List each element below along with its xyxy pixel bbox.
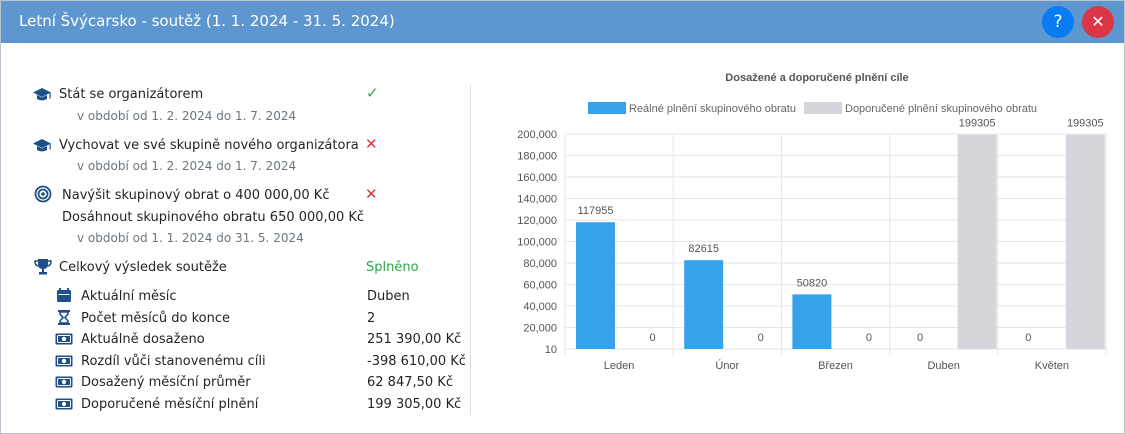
detail-value: 199 305,00 Kč <box>367 397 462 412</box>
x-tick-label: Leden <box>604 360 635 372</box>
money-icon <box>55 333 73 345</box>
y-tick-label: 200,000 <box>517 129 557 141</box>
chart-grid: 10 20,000 40,000 60,000 80,000 100,000 120,000… <box>517 129 1107 372</box>
modal-header: Letní Švýcarsko - soutěž (1. 1. 2024 - 3… <box>1 1 1124 43</box>
detail-label: Počet měsíců do konce <box>81 311 231 326</box>
x-tick-label: Únor <box>715 359 739 372</box>
y-tick-label: 20,000 <box>523 323 557 335</box>
bar <box>792 294 832 349</box>
y-tick-label: 80,000 <box>523 258 557 270</box>
bar-data-label: 0 <box>917 332 923 344</box>
close-button[interactable]: ✕ <box>1082 6 1114 38</box>
bar <box>684 260 724 349</box>
goal-failed-x-icon: ✕ <box>365 135 378 153</box>
close-icon: ✕ <box>1091 12 1105 31</box>
bar <box>1065 134 1105 349</box>
goal-label: Vychovat ve své skupině nového organizát… <box>59 138 359 153</box>
y-tick-label: 40,000 <box>523 301 557 313</box>
bar-data-label: 0 <box>758 332 764 344</box>
detail-label: Aktuálně dosaženo <box>81 332 205 347</box>
calendar-icon <box>57 288 71 302</box>
bar-data-label: 199305 <box>1067 118 1104 130</box>
x-tick-label: Duben <box>927 360 959 372</box>
money-icon <box>55 376 73 388</box>
y-tick-label: 160,000 <box>517 172 557 184</box>
help-icon: ? <box>1053 12 1063 32</box>
chart-legend: Reálné plnění skupinového obratu Doporuče… <box>588 102 1037 115</box>
bar-data-label: 0 <box>866 332 872 344</box>
detail-value: -398 610,00 Kč <box>367 354 466 369</box>
bar <box>576 222 615 349</box>
y-tick-label: 180,000 <box>517 151 557 163</box>
goal-period: v období od 1. 1. 2024 do 31. 5. 2024 <box>77 231 304 245</box>
y-tick-label: 140,000 <box>517 194 557 206</box>
detail-value: 251 390,00 Kč <box>367 332 462 347</box>
goal-fulfillment-chart: Dosažené a doporučené plnění cíle Reálné… <box>517 72 1107 372</box>
goal-failed-x-icon: ✕ <box>365 185 378 203</box>
detail-label: Doporučené měsíční plnění <box>81 397 259 412</box>
y-tick-label: 100,000 <box>517 237 557 249</box>
bar-data-label: 82615 <box>688 243 719 255</box>
help-button[interactable]: ? <box>1042 6 1074 38</box>
legend-swatch <box>588 102 626 114</box>
y-tick-label: 10 <box>545 344 557 356</box>
modal-title: Letní Švýcarsko - soutěž (1. 1. 2024 - 3… <box>19 12 395 30</box>
bar-data-label: 50820 <box>797 277 828 289</box>
bar-data-label: 199305 <box>959 118 996 130</box>
result-value: Splněno <box>366 260 419 275</box>
result-label: Celkový výsledek soutěže <box>59 260 227 275</box>
legend-swatch <box>804 102 842 114</box>
detail-value: 2 <box>367 311 376 326</box>
hourglass-icon <box>58 310 70 325</box>
x-tick-label: Květen <box>1035 360 1069 372</box>
money-icon <box>55 355 73 367</box>
money-icon <box>55 398 73 410</box>
chart-title: Dosažené a doporučené plnění cíle <box>725 72 908 84</box>
bar-data-label: 0 <box>649 332 655 344</box>
trophy-icon <box>34 259 52 275</box>
x-tick-label: Březen <box>818 360 853 372</box>
goal-label: Navýšit skupinový obrat o 400 000,00 Kč <box>62 188 330 203</box>
goal-period: v období od 1. 2. 2024 do 1. 7. 2024 <box>77 159 297 173</box>
goal-label: Stát se organizátorem <box>59 87 204 102</box>
chart-bars: 117955 0 82615 0 50820 0 0 199305 0 199305 <box>576 118 1105 349</box>
detail-label: Rozdíl vůči stanovenému cíli <box>81 354 266 369</box>
goal-met-check-icon: ✓ <box>366 84 379 102</box>
detail-label: Dosažený měsíční průměr <box>81 375 251 390</box>
graduation-cap-icon <box>33 139 51 152</box>
target-icon <box>34 185 52 203</box>
bar-data-label: 117955 <box>578 205 614 217</box>
column-divider <box>470 85 471 415</box>
legend-label: Doporučené plnění skupinového obratu <box>845 103 1037 115</box>
detail-value: 62 847,50 Kč <box>367 375 453 390</box>
goal-period: v období od 1. 2. 2024 do 1. 7. 2024 <box>77 109 297 123</box>
bar <box>957 134 997 349</box>
legend-label: Reálné plnění skupinového obratu <box>629 103 796 115</box>
graduation-cap-icon <box>33 88 51 101</box>
bar-data-label: 0 <box>1025 332 1031 344</box>
detail-value: Duben <box>367 289 410 304</box>
goal-label-secondary: Dosáhnout skupinového obratu 650 000,00 … <box>62 210 365 225</box>
y-tick-label: 60,000 <box>523 280 557 292</box>
y-tick-label: 120,000 <box>517 215 557 227</box>
detail-label: Aktuální měsíc <box>81 289 177 304</box>
